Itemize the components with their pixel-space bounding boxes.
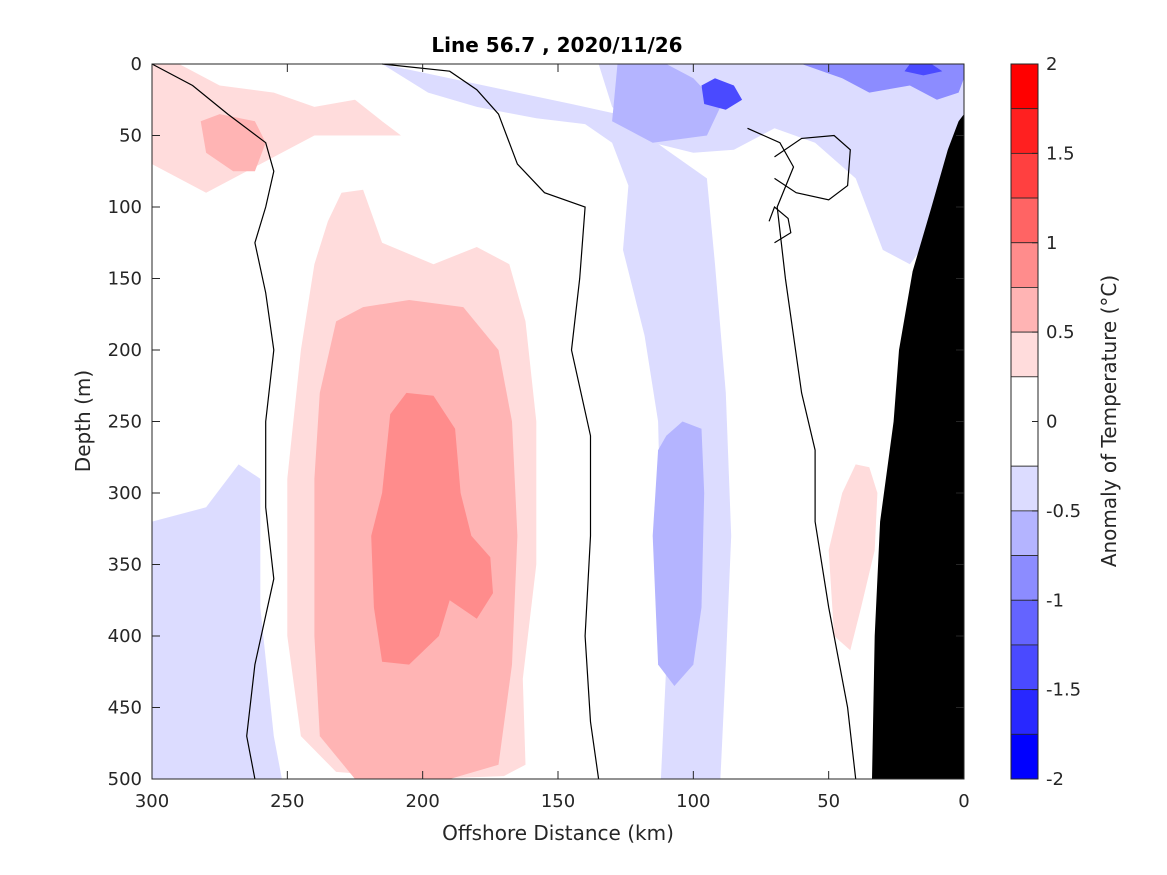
colorbar-band [1010,331,1039,378]
colorbar-tick-label: 1.5 [1046,143,1075,164]
y-axis-label: Depth (m) [71,370,95,472]
x-tick-label: 250 [270,791,304,812]
colorbar-swatches [1010,63,1039,780]
colorbar-tick-label: 0 [1046,412,1057,433]
colorbar-band [1010,599,1039,646]
zero-contour-line [151,63,275,780]
y-tick-label: 0 [131,54,142,75]
colorbar-tick-label: -0.5 [1046,501,1081,522]
y-tick-label: 50 [119,126,142,147]
colorbar-tick-label: -1.5 [1046,680,1081,701]
x-tick-label: 0 [958,791,969,812]
colorbar-band [1010,733,1039,780]
colorbar: 2 1.5 1 0.5 0 -0.5 -1 -1.5 -2 [1010,54,1081,790]
zero-contour-line [768,205,792,244]
contour-region-warm-near-surface-west-core [200,114,266,172]
contour-region-warm-east-small [828,464,878,651]
contour-region-cool-surface-core [904,64,943,76]
y-tick-label: 300 [108,483,142,504]
chart-title: Line 56.7 , 2020/11/26 [431,33,682,57]
contour-fill-layer [152,64,964,780]
contour-region-cool-mid-band [652,421,705,686]
colorbar-band [1010,287,1039,333]
x-tick-label: 50 [817,791,840,812]
y-axis: 0 50 100 150 200 250 300 350 400 450 500 [108,54,964,790]
colorbar-band [1010,555,1039,601]
contour-region-cool-upper [382,64,732,779]
colorbar-band [1010,63,1039,110]
x-tick-label: 150 [541,791,575,812]
y-tick-label: 450 [108,698,142,719]
y-tick-label: 400 [108,626,142,647]
x-tick-label: 200 [405,791,439,812]
contour-region-cool-west-deep [152,464,282,779]
colorbar-tick-label: -2 [1046,769,1064,790]
x-tick-label: 100 [676,791,710,812]
colorbar-ticks: 2 1.5 1 0.5 0 -0.5 -1 -1.5 -2 [1032,54,1081,790]
colorbar-band [1010,197,1039,244]
contour-region-warm-near-surface-west [152,64,401,193]
colorbar-label: Anomaly of Temperature (°C) [1097,275,1121,567]
zero-contour-line [774,134,851,201]
x-axis: 300 250 200 150 100 50 0 [135,64,970,812]
y-tick-label: 250 [108,412,142,433]
colorbar-band [1010,510,1039,556]
contour-region-warm-core-inner [371,392,493,665]
plot-area [151,63,965,780]
zero-contour-line [747,127,857,780]
colorbar-band [1010,689,1039,735]
colorbar-tick-label: 2 [1046,54,1057,75]
contour-region-cool-upper-core [612,64,721,143]
land-mask [872,114,964,780]
y-tick-label: 100 [108,197,142,218]
colorbar-tick-label: 1 [1046,233,1057,254]
colorbar-tick-label: -1 [1046,590,1064,611]
zero-contour-layer [151,63,857,780]
land-mask-layer [872,114,964,780]
zero-contour-line [382,63,600,780]
colorbar-band [1010,152,1039,199]
y-tick-label: 150 [108,269,142,290]
x-tick-label: 300 [135,791,169,812]
colorbar-band [1010,108,1039,154]
contour-region-cool-deep-core [701,78,743,110]
y-tick-label: 200 [108,340,142,361]
y-tick-label: 500 [108,769,142,790]
y-tick-label: 350 [108,555,142,576]
colorbar-band [1010,242,1039,288]
x-axis-label: Offshore Distance (km) [442,821,674,845]
colorbar-band [1010,644,1039,691]
colorbar-tick-label: 0.5 [1046,322,1075,343]
colorbar-band [1010,465,1039,512]
